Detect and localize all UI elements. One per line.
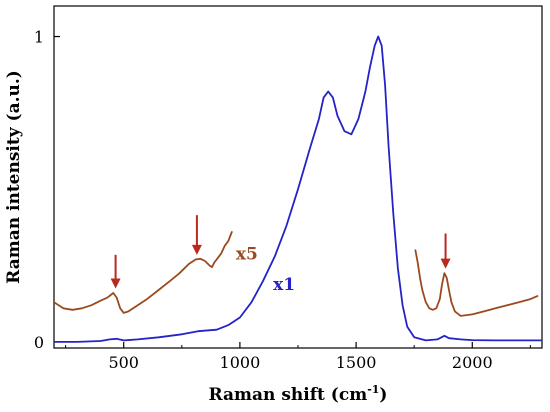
peak-arrow-head: [440, 258, 451, 269]
x-tick-label: 1500: [336, 353, 377, 372]
annotation-x5: x5: [236, 244, 258, 264]
x-tick-label: 1000: [220, 353, 261, 372]
series-layer: [54, 35, 542, 343]
y-axis-title: Raman intensity (a.u.): [4, 70, 24, 284]
plot-area: [53, 5, 543, 349]
annotations: x5 x1: [236, 244, 295, 295]
peak-arrow-head: [110, 278, 121, 289]
x-tick-label: 2000: [452, 353, 493, 372]
peak-arrows: [110, 215, 451, 289]
series-line-x5: [54, 231, 233, 314]
peak-arrow-head: [191, 244, 202, 255]
x-tick-label: 500: [108, 353, 139, 372]
series-line-x1: [54, 35, 542, 343]
x-axis-ticks: 500 1000 1500 2000: [65, 342, 531, 372]
y-tick-label: 1: [34, 28, 44, 47]
x-axis-title: Raman shift (cm-1): [209, 383, 388, 405]
annotation-x1: x1: [273, 275, 295, 295]
series-line-x5: [414, 249, 539, 317]
y-tick-label: 0: [34, 333, 44, 352]
